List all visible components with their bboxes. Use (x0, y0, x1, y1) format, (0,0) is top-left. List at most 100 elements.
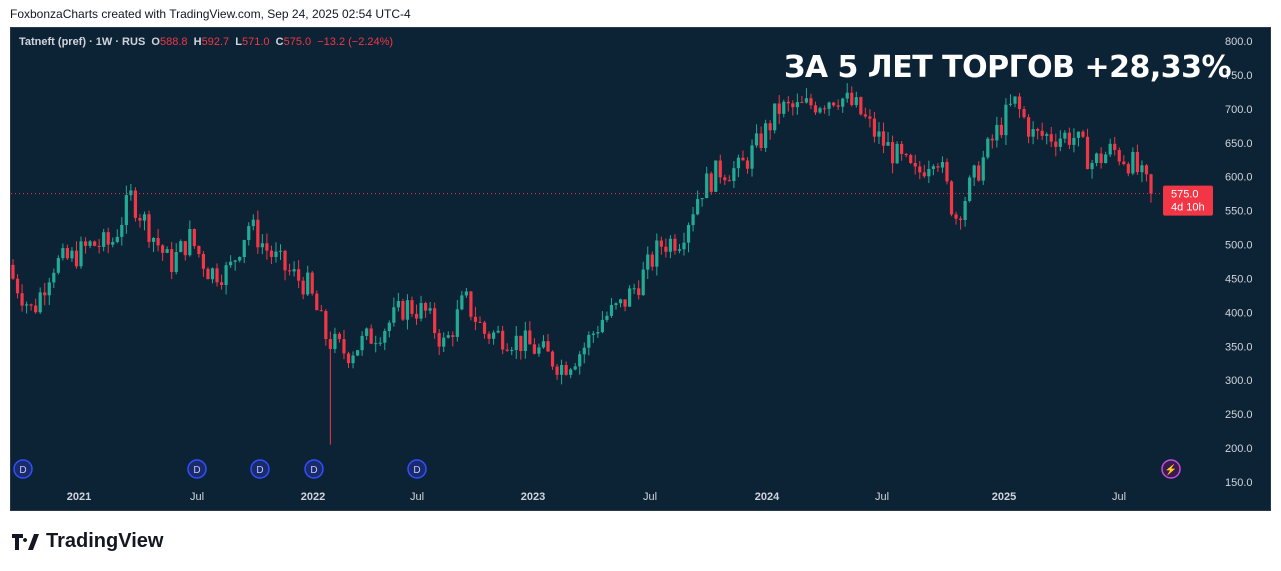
candle-body (88, 241, 92, 246)
candle-body (637, 288, 641, 296)
candle-body (505, 349, 509, 351)
candle-body (818, 108, 822, 113)
candle-body (433, 308, 437, 334)
tv-logo-icon (12, 533, 39, 550)
x-tick-label: Jul (1112, 491, 1126, 503)
candle-body (192, 229, 196, 246)
candle-body (170, 249, 174, 273)
x-tick-label: 2022 (301, 491, 325, 503)
candle-body (478, 321, 482, 323)
dividend-marker-icon[interactable] (187, 459, 207, 479)
candle-body (269, 250, 274, 257)
price-tag-countdown: 4d 10h (1171, 202, 1205, 214)
candle-body (745, 160, 750, 169)
candle-body (822, 108, 827, 110)
candle-body (764, 123, 768, 148)
candle-body (206, 268, 210, 280)
candle-body (659, 240, 663, 247)
candle-body (759, 133, 763, 148)
candle-body (628, 288, 632, 307)
candle-body (120, 224, 124, 237)
candle-body (265, 243, 269, 251)
candle-body (292, 269, 296, 272)
candle-body (922, 172, 926, 177)
candle-body (369, 328, 373, 344)
candle-body (854, 97, 858, 106)
dividend-marker-icon[interactable] (250, 459, 270, 479)
candle-body (1108, 143, 1112, 155)
candle-body (324, 311, 328, 340)
candle-body (473, 316, 478, 322)
candle-body (691, 214, 695, 226)
candle-body (1104, 154, 1108, 164)
candle-body (306, 272, 310, 295)
candle-body (596, 332, 600, 334)
candle-body (414, 313, 419, 319)
candle-body (813, 105, 818, 113)
candle-body (188, 229, 192, 256)
candle-body (201, 253, 206, 269)
earnings-marker-icon[interactable] (1161, 459, 1181, 479)
candle-body (360, 335, 364, 351)
candle-body (723, 177, 727, 181)
candle-body (79, 241, 83, 267)
candle-body (451, 335, 455, 337)
candle-body (918, 166, 922, 173)
candle-body (605, 315, 609, 320)
x-tick-label: Jul (190, 491, 204, 503)
candle-body (1126, 164, 1130, 174)
candle-body (736, 157, 741, 169)
candle-body (510, 350, 514, 352)
candle-body (1117, 150, 1121, 162)
candle-body (845, 92, 849, 99)
ohlc-legend: Tatneft (pref) · 1W · RUS O588.8 H592.7 … (19, 36, 393, 48)
candle-body (315, 293, 319, 311)
y-tick-label: 450.0 (1225, 273, 1253, 285)
candle-body (156, 237, 160, 246)
change-value: −13.2 (−2.24%) (317, 36, 394, 48)
candle-body (1099, 153, 1103, 164)
candle-body (342, 339, 346, 354)
y-tick-label: 650.0 (1225, 138, 1253, 150)
close-value: 575.0 (283, 36, 312, 48)
candle-body (582, 347, 586, 355)
candle-body (714, 160, 718, 192)
candle-body (859, 97, 863, 115)
tradingview-logo[interactable]: TradingView (12, 530, 163, 553)
candle-body (528, 330, 532, 345)
marker-label: D (19, 465, 26, 476)
candle-body (111, 242, 115, 245)
open-label: O (151, 36, 160, 48)
symbol[interactable]: Tatneft (pref) · 1W · RUS (19, 36, 146, 48)
candle-body (696, 199, 700, 215)
candle-body (972, 165, 976, 178)
attribution: FoxbonzaCharts created with TradingView.… (10, 7, 411, 21)
dividend-marker-icon[interactable] (13, 459, 33, 479)
candle-body (405, 300, 410, 320)
candle-body (632, 288, 636, 290)
candle-body (1008, 103, 1013, 105)
candle-body (1022, 109, 1026, 118)
candle-body (74, 250, 79, 267)
candle-body (995, 124, 999, 141)
candle-body (229, 261, 233, 266)
dividend-marker-icon[interactable] (407, 459, 427, 479)
candle-body (378, 342, 382, 344)
y-tick-label: 200.0 (1225, 443, 1253, 455)
dividend-marker-icon[interactable] (304, 459, 324, 479)
candle-body (38, 292, 42, 313)
y-tick-label: 600.0 (1225, 172, 1253, 184)
candle-body (1122, 161, 1126, 165)
candle-body (795, 102, 799, 108)
candle-body (927, 168, 931, 177)
y-tick-label: 500.0 (1225, 240, 1253, 252)
candle-body (115, 236, 119, 243)
high-value: 592.7 (201, 36, 230, 48)
candle-body (886, 142, 890, 146)
candle-body (179, 241, 183, 253)
candle-body (83, 241, 88, 246)
candle-body (464, 291, 468, 296)
candle-body (537, 347, 541, 354)
price-chart[interactable]: 800.0 750.0 700.0 650.0 600.0 550.0 500.0 450.0… (11, 28, 1272, 512)
chart-panel[interactable]: 800.0 750.0 700.0 650.0 600.0 550.0 500.0 450.0… (10, 27, 1271, 511)
